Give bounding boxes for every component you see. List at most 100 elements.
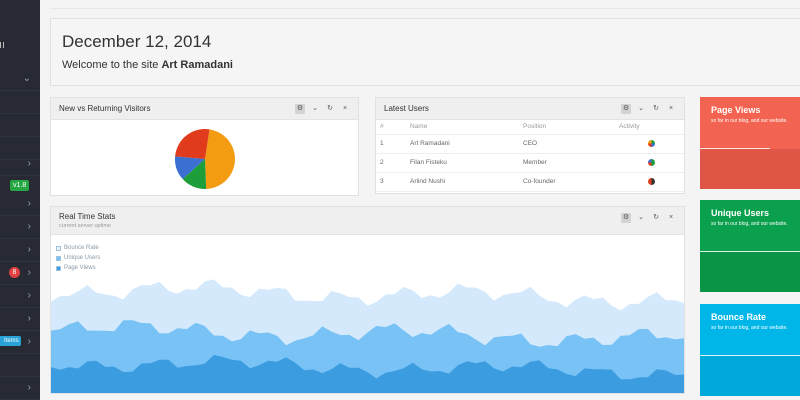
user-name: Filan Fisteku (406, 153, 519, 173)
chart-legend: Bounce Rate Unique Users Page Views (56, 243, 100, 273)
refresh-icon[interactable]: ↻ (653, 213, 659, 221)
panel-subtitle: current server uptime (59, 223, 111, 229)
sidebar-item-8[interactable]: › (0, 239, 40, 262)
card-title: Page Views (711, 105, 761, 115)
column-header: Position (519, 120, 619, 135)
chevron-right-icon: › (27, 267, 31, 278)
legend-swatch (56, 245, 61, 251)
card-footer (700, 149, 800, 189)
activity-cell (619, 172, 684, 192)
sidebar-item-7[interactable]: › (0, 216, 40, 239)
sidebar-item-3[interactable] (0, 114, 40, 137)
pie-slice (175, 129, 210, 159)
chevron-down-icon[interactable]: ⌄ (312, 104, 318, 112)
user-name: Arlind Nushi (406, 172, 519, 192)
panel-tools: ⚙ ⌄ ↻ × (295, 103, 350, 114)
refresh-icon[interactable]: ↻ (327, 104, 333, 112)
card-footer (700, 252, 800, 292)
row-number: 3 (376, 172, 406, 192)
activity-cell (619, 134, 684, 154)
panel-tools: ⚙ ⌄ ↻ × (621, 212, 676, 223)
table-row[interactable]: 1 Art Ramadani CEO (376, 134, 684, 154)
panel-title: New vs Returning Visitors (59, 104, 151, 113)
legend-item[interactable]: Page Views (56, 263, 100, 273)
page-header: December 12, 2014 Welcome to the site Ar… (50, 18, 800, 86)
logo-icon (0, 42, 4, 48)
page-title: December 12, 2014 (62, 32, 212, 51)
version-badge: v1.8 (10, 180, 30, 191)
chevron-right-icon: › (27, 382, 31, 393)
realtime-stats-panel: Real Time Stats current server uptime ⚙ … (50, 206, 685, 394)
top-divider (50, 8, 800, 9)
sidebar-item-10[interactable]: › (0, 285, 40, 308)
welcome-text: Welcome to the site Art Ramadani (62, 59, 233, 71)
card-subtitle: so far in our blog, and our website. (711, 221, 788, 227)
row-number: 1 (376, 134, 406, 154)
panel-title: Real Time Stats (59, 212, 116, 221)
activity-icon (648, 177, 655, 185)
sidebar-item-2[interactable] (0, 91, 40, 114)
pie-slice (205, 129, 235, 189)
close-icon[interactable]: × (668, 213, 674, 221)
user-name: Art Ramadani (406, 134, 519, 154)
pie-slice (182, 159, 207, 189)
sidebar: ⌄ › › › › › › › › › v1.8 8 Items (0, 0, 40, 400)
welcome-user: Art Ramadani (161, 59, 233, 71)
sidebar-item-6[interactable]: › (0, 193, 40, 216)
chevron-right-icon: › (27, 198, 31, 209)
card-divider (700, 251, 800, 252)
panel-header: New vs Returning Visitors ⚙ ⌄ ↻ × (51, 98, 358, 120)
activity-icon (648, 158, 655, 166)
bounce-rate-card[interactable]: Bounce Rate so far in our blog, and our … (700, 304, 800, 396)
sidebar-item-12[interactable]: › (0, 331, 40, 354)
card-title: Unique Users (711, 208, 770, 218)
visitors-panel: New vs Returning Visitors ⚙ ⌄ ↻ × (50, 97, 359, 196)
legend-item[interactable]: Bounce Rate (56, 243, 100, 253)
visitors-pie-chart (175, 129, 235, 189)
chevron-right-icon: › (27, 244, 31, 255)
panel-title: Latest Users (384, 104, 429, 113)
column-header: Activity (619, 120, 684, 135)
unique-users-card[interactable]: Unique Users so far in our blog, and our… (700, 200, 800, 292)
pie-slice (175, 156, 205, 179)
items-badge: Items (0, 336, 21, 346)
panel-tools: ⚙ ⌄ ↻ × (621, 103, 676, 114)
sidebar-item-9[interactable]: › (0, 262, 40, 285)
panel-header: Real Time Stats current server uptime ⚙ … (51, 207, 684, 235)
gear-icon[interactable]: ⚙ (295, 103, 305, 114)
chevron-right-icon: › (27, 336, 31, 347)
refresh-icon[interactable]: ↻ (653, 104, 659, 112)
table-row[interactable]: 2 Filan Fisteku Member (376, 153, 684, 173)
column-header: Name (406, 120, 519, 135)
sidebar-item-4[interactable] (0, 137, 40, 160)
legend-item[interactable]: Unique Users (56, 253, 100, 263)
sidebar-item-14[interactable]: › (0, 377, 40, 400)
row-number: 2 (376, 153, 406, 173)
user-position: CEO (519, 134, 619, 154)
card-divider (700, 355, 800, 356)
sidebar-item-11[interactable]: › (0, 308, 40, 331)
chevron-down-icon: ⌄ (22, 73, 31, 84)
realtime-area-chart (51, 279, 684, 393)
sidebar-item-5[interactable]: › (0, 153, 40, 176)
chevron-down-icon[interactable]: ⌄ (638, 104, 644, 112)
card-divider (700, 148, 770, 149)
user-position: Member (519, 153, 619, 173)
notification-count-badge: 8 (9, 267, 20, 278)
gear-icon[interactable]: ⚙ (621, 212, 631, 223)
table-row[interactable]: 3 Arlind Nushi Co-founder (376, 172, 684, 192)
column-header: # (376, 120, 406, 135)
chevron-right-icon: › (27, 158, 31, 169)
user-position: Co-founder (519, 172, 619, 192)
page-views-area (51, 354, 684, 393)
users-table: # Name Position Activity 1 Art Ramadani … (376, 120, 684, 192)
sidebar-item-13[interactable] (0, 354, 40, 377)
page-views-card[interactable]: Page Views so far in our blog, and our w… (700, 97, 800, 189)
chevron-down-icon[interactable]: ⌄ (638, 213, 644, 221)
close-icon[interactable]: × (668, 104, 674, 112)
welcome-prefix: Welcome to the site (62, 59, 162, 71)
panel-header: Latest Users ⚙ ⌄ ↻ × (376, 98, 684, 120)
gear-icon[interactable]: ⚙ (621, 103, 631, 114)
close-icon[interactable]: × (342, 104, 348, 112)
sidebar-item-1[interactable]: ⌄ (0, 68, 40, 91)
